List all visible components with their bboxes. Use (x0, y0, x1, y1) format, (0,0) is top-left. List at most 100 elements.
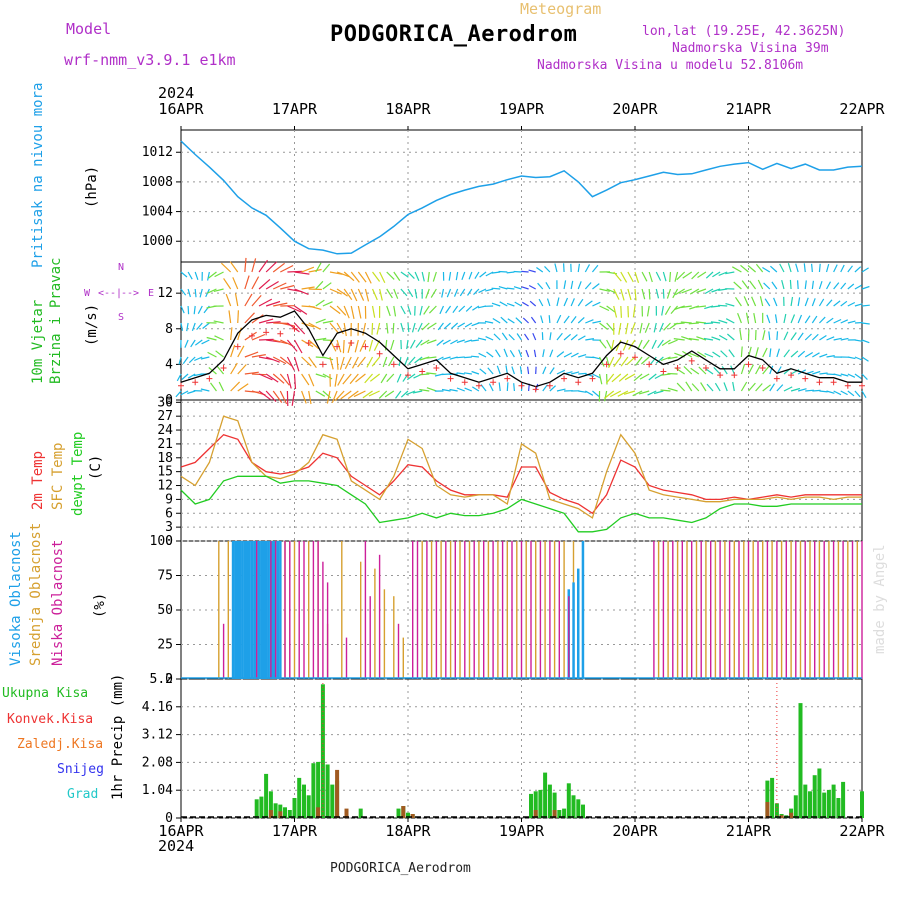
wind-arrow (847, 356, 856, 360)
wind-arrow (414, 288, 418, 299)
wind-arrow (347, 339, 352, 353)
wind-gust-marker (518, 382, 525, 389)
wind-arrow (437, 322, 444, 331)
wind-arrow (272, 282, 287, 290)
wind-arrow (390, 339, 395, 351)
wind-arrow (293, 339, 303, 354)
precip-bar (817, 768, 822, 818)
cloud-bar (364, 541, 367, 679)
wind-arrow (343, 305, 350, 319)
wind-arrow (258, 390, 272, 401)
compass-w: W (84, 288, 91, 299)
wind-arrow (194, 288, 197, 298)
wind-arrow (615, 339, 622, 352)
wind-arrow (861, 339, 870, 344)
wind-arrow (506, 287, 515, 290)
wind-arrow (639, 373, 650, 380)
cloud-bar (312, 541, 315, 679)
wind-arrow (776, 348, 780, 358)
wind-gust-marker (263, 329, 270, 336)
wind-arrow (578, 372, 587, 375)
cloud-bar (341, 541, 343, 679)
wind-arrow (396, 373, 402, 383)
wind-arrow (393, 288, 399, 299)
wind-arrow (854, 356, 863, 361)
wind-arrow (556, 314, 562, 324)
wind-arrow (368, 390, 380, 397)
wind-arrow (854, 284, 862, 290)
wind-arrow (355, 373, 366, 383)
wind-arrow (301, 390, 307, 404)
cloud-bar (795, 541, 797, 679)
legend-total-rain: Ukupna Kisa (2, 686, 89, 701)
precip-bar (808, 791, 812, 818)
cloud-bar (705, 541, 707, 679)
cloud-bar (818, 541, 821, 679)
wind-arrow (745, 312, 750, 324)
wind-arrow (210, 382, 217, 392)
wind-arrow (511, 366, 515, 375)
wind-arrow (755, 347, 759, 358)
wind-arrow (763, 282, 771, 290)
wind-arrow (604, 390, 608, 402)
wind-arrow (599, 288, 610, 292)
wind-arrow (681, 336, 692, 341)
cloud-bar (743, 541, 745, 679)
wind-arrow (818, 263, 821, 273)
wind-arrow (272, 390, 283, 403)
wind-arrow (445, 305, 452, 314)
wind-arrow (847, 265, 853, 273)
wind-arrow (294, 271, 310, 275)
wind-arrow (651, 339, 657, 349)
pressure-line (180, 140, 863, 255)
time-label-bottom: 22APR (839, 822, 885, 840)
wind-ytick-label: 0 (165, 393, 173, 408)
wind-arrow (606, 305, 616, 313)
wind-arrow (585, 390, 594, 396)
wind-arrow (854, 339, 863, 342)
temperature-ytick-label: 3 (165, 520, 173, 535)
wind-arrow (286, 339, 298, 352)
wind-arrow (819, 316, 826, 324)
wind-gust-marker (490, 379, 497, 386)
wind-arrow (371, 288, 378, 301)
wind-gust-marker (603, 361, 610, 368)
wind-arrow (695, 305, 707, 308)
wind-arrow (762, 365, 770, 375)
wind-arrow (528, 269, 536, 273)
wind-arrow (675, 367, 685, 375)
pressure-ytick-label: 1012 (142, 145, 173, 160)
wind-arrow (641, 271, 648, 282)
wind-arrow (804, 297, 809, 307)
precip-bar (297, 777, 302, 818)
wind-arrow (826, 336, 835, 341)
time-label-top: 17APR (272, 100, 318, 118)
cloud-bar (218, 541, 220, 679)
cloud-bar (393, 596, 395, 679)
lonlat-info: lon,lat (19.25E, 42.3625N) (642, 24, 846, 39)
cloud-bar (246, 541, 249, 679)
precip-bar (812, 775, 817, 818)
precip-bar (316, 807, 321, 818)
wind-arrow (521, 301, 529, 307)
wind-arrow (491, 302, 501, 307)
wind-arrow (833, 300, 841, 307)
wind-ytick-label: 4 (165, 357, 173, 372)
precip-bar (841, 781, 846, 818)
wind-arrow (549, 385, 557, 392)
wind-arrow (537, 282, 544, 290)
precip-bar (325, 764, 330, 818)
cloud-bar (544, 541, 546, 679)
wind-arrow (230, 327, 233, 341)
precip-bar (396, 808, 401, 818)
wind-arrow (606, 339, 613, 350)
wind-arrow (819, 390, 828, 393)
wind-arrow (647, 390, 657, 396)
elevation-info: Nadmorska Visina 39m (672, 41, 829, 56)
wind-arrow (406, 339, 409, 350)
wind-arrow (712, 351, 721, 358)
precip-bar (557, 810, 562, 818)
wind-arrow (704, 288, 714, 295)
wind-arrow (395, 390, 402, 399)
